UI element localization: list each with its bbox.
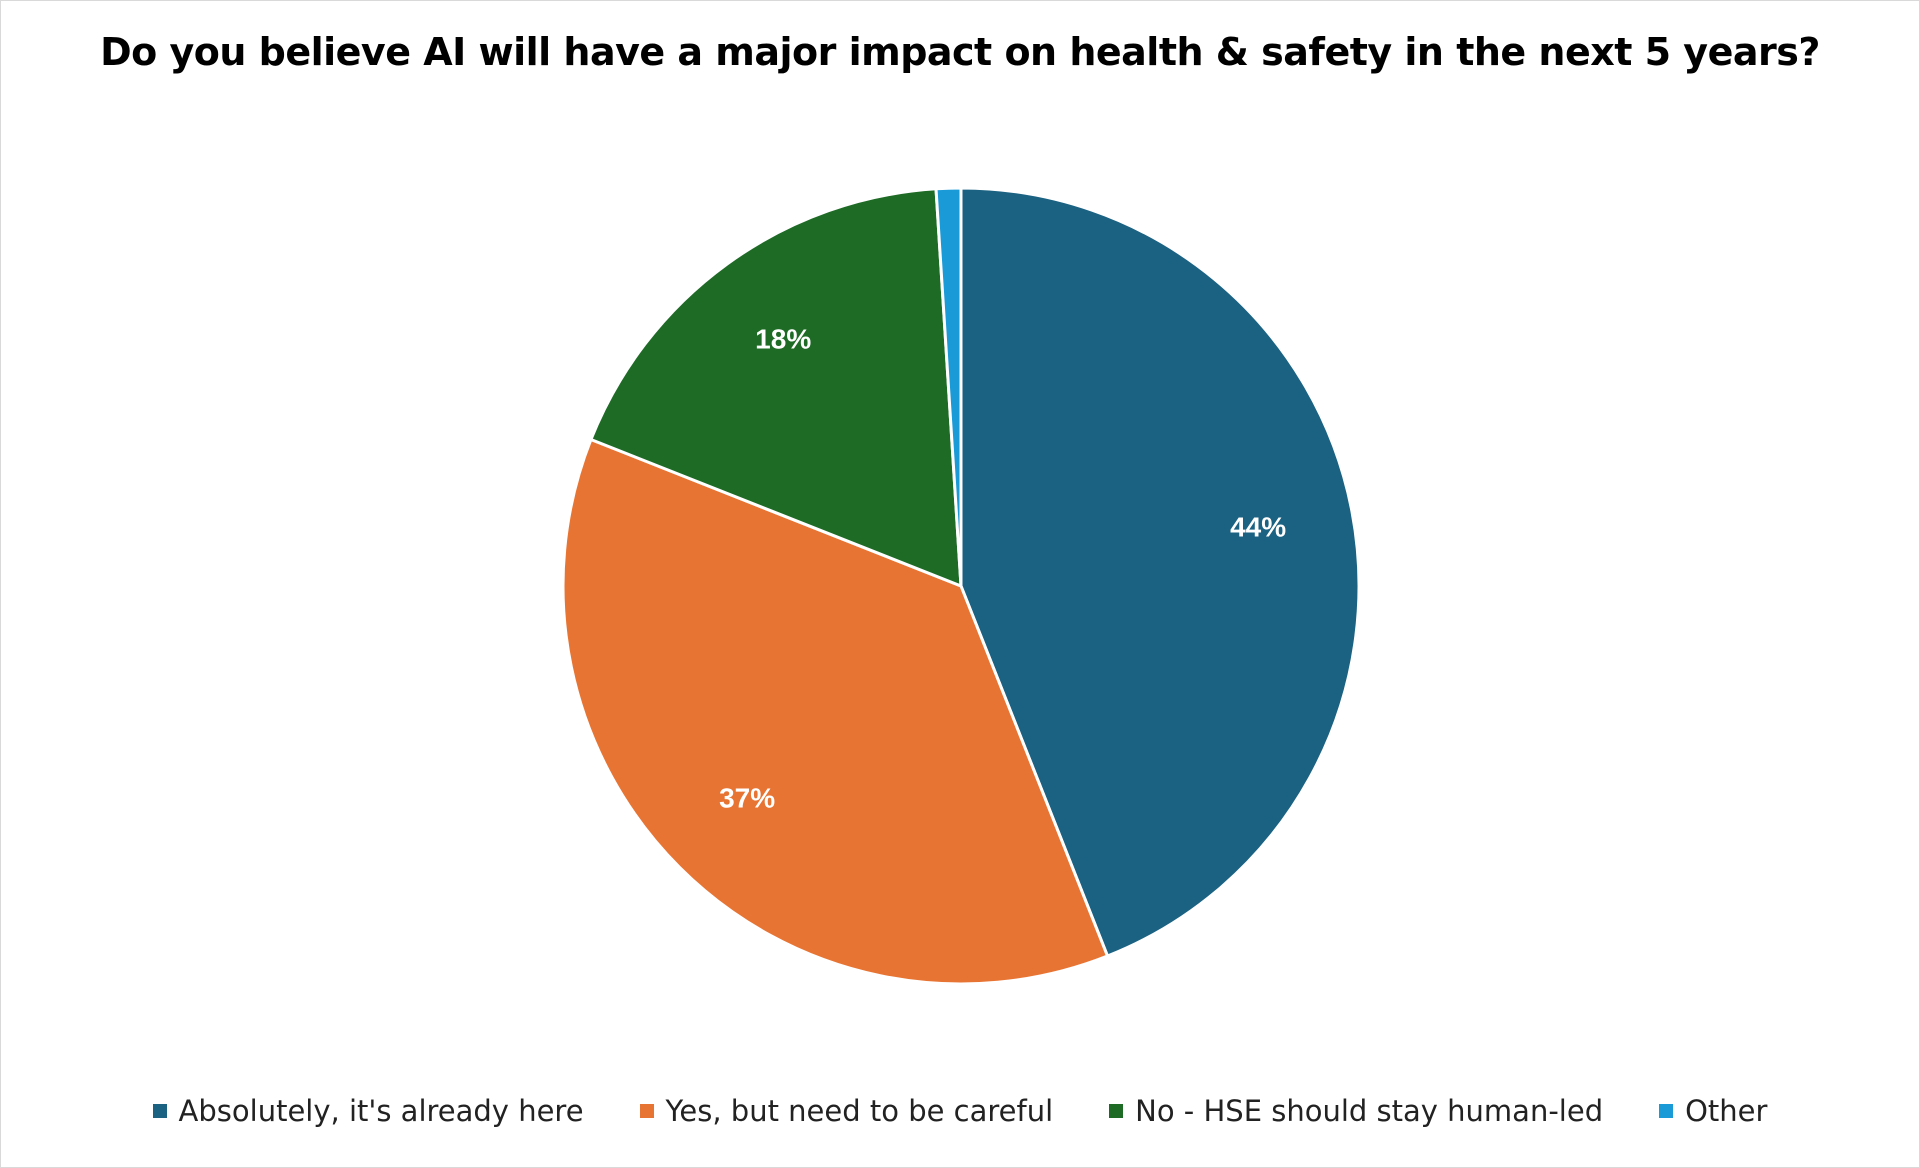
legend-swatch bbox=[1659, 1104, 1674, 1118]
legend-item-no-human-led: No - HSE should stay human-led bbox=[1109, 1094, 1603, 1128]
data-label-no-human-led: 18% bbox=[755, 324, 811, 355]
legend-item-yes-careful: Yes, but need to be careful bbox=[639, 1094, 1054, 1128]
data-label-yes-careful: 37% bbox=[719, 782, 775, 813]
pie-slice-other bbox=[934, 186, 963, 588]
legend-item-other: Other bbox=[1659, 1094, 1767, 1128]
legend-swatch bbox=[1109, 1104, 1124, 1118]
legend: Absolutely, it's already here Yes, but n… bbox=[0, 1094, 1920, 1128]
legend-label: No - HSE should stay human-led bbox=[1135, 1094, 1604, 1128]
legend-swatch bbox=[639, 1104, 654, 1118]
pie-slice-absolutely bbox=[959, 186, 1361, 958]
legend-item-absolutely: Absolutely, it's already here bbox=[152, 1094, 584, 1128]
pie-slice-no-human-led bbox=[589, 187, 963, 588]
data-label-absolutely: 44% bbox=[1230, 512, 1286, 543]
legend-label: Absolutely, it's already here bbox=[178, 1094, 584, 1128]
pie-slice-yes-careful bbox=[561, 437, 1110, 986]
chart-title: Do you believe AI will have a major impa… bbox=[100, 30, 1820, 74]
legend-label: Yes, but need to be careful bbox=[665, 1094, 1054, 1128]
legend-swatch bbox=[152, 1104, 167, 1118]
legend-label: Other bbox=[1685, 1094, 1768, 1128]
